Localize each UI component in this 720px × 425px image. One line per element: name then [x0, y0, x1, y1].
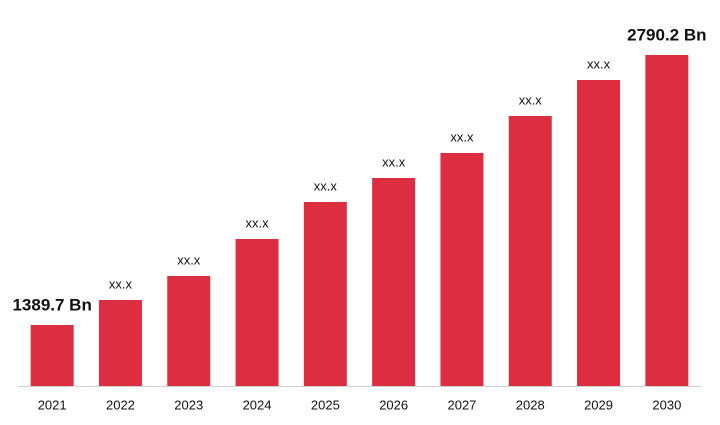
value-label: xx.x: [109, 276, 133, 291]
value-label: xx.x: [245, 215, 269, 230]
x-tick-label: 2030: [652, 397, 681, 412]
x-tick-label: 2026: [379, 397, 408, 412]
bar: [577, 80, 621, 387]
x-tick-label: 2023: [174, 397, 203, 412]
value-label: xx.x: [519, 92, 543, 107]
bar: [30, 325, 74, 386]
bar: [98, 299, 142, 386]
value-label: 1389.7 Bn: [12, 295, 91, 314]
value-label: xx.x: [450, 129, 474, 144]
x-tick-label: 2025: [311, 397, 340, 412]
x-tick-label: 2027: [447, 397, 476, 412]
value-label: xx.x: [177, 252, 201, 267]
value-label: 2790.2 Bn: [627, 25, 706, 44]
bar: [235, 238, 279, 386]
value-label: xx.x: [382, 154, 406, 169]
bar: [508, 115, 552, 387]
value-label: xx.x: [587, 56, 611, 71]
x-tick-label: 2021: [38, 397, 67, 412]
x-tick-label: 2028: [516, 397, 545, 412]
bar: [303, 202, 347, 386]
x-tick-label: 2022: [106, 397, 135, 412]
bar: [167, 275, 211, 386]
bar: [645, 55, 689, 386]
x-tick-label: 2024: [243, 397, 272, 412]
bar: [372, 177, 416, 386]
value-label: xx.x: [314, 178, 338, 193]
bar: [440, 152, 484, 386]
x-tick-label: 2029: [584, 397, 613, 412]
